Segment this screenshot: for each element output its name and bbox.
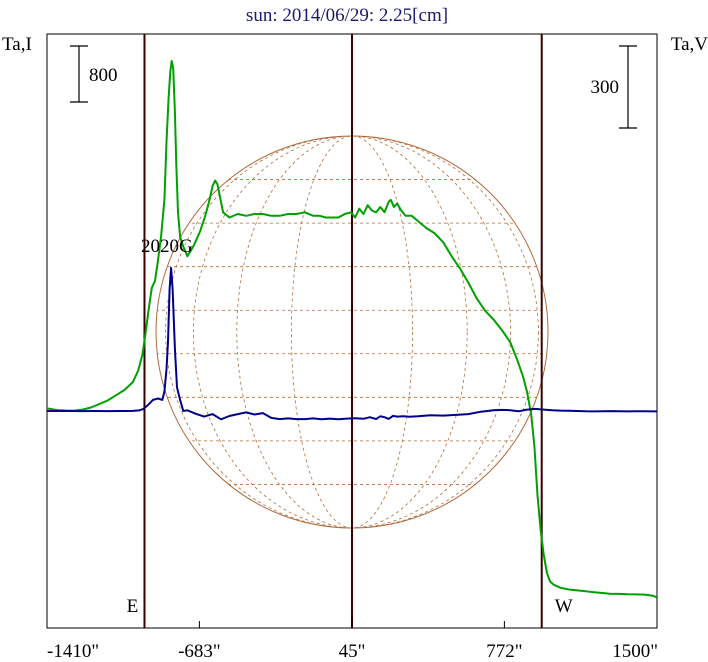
disk-meridian (165, 136, 539, 528)
east-limb-label: E (127, 596, 139, 617)
limb-markers (143, 34, 543, 628)
chart-title: sun: 2014/06/29: 2.25[cm] (246, 5, 448, 26)
right-scale-bar (619, 45, 637, 129)
series-I-line (46, 60, 658, 599)
x-tick-label: 1500" (612, 641, 658, 662)
x-tick-label: 772" (486, 641, 522, 662)
series-V-line (47, 267, 657, 421)
active-region-label: 2020G (141, 236, 193, 257)
right-axis-label: Ta,V (671, 34, 708, 55)
x-tick-label: -683" (178, 641, 221, 662)
x-axis-ticks: -1410" -683" 45" 772" 1500" (46, 621, 658, 662)
left-axis-label: Ta,I (2, 34, 32, 55)
x-tick-label: -1410" (47, 641, 99, 662)
x-tick-label: 45" (339, 641, 366, 662)
disk-meridian (193, 136, 511, 528)
left-scale-bar-label: 800 (89, 65, 118, 86)
right-scale-bar-label: 300 (591, 77, 620, 98)
left-scale-bar (70, 45, 88, 103)
west-limb-label: W (555, 596, 573, 617)
series-layer (46, 60, 658, 599)
disk-meridian (291, 136, 413, 528)
